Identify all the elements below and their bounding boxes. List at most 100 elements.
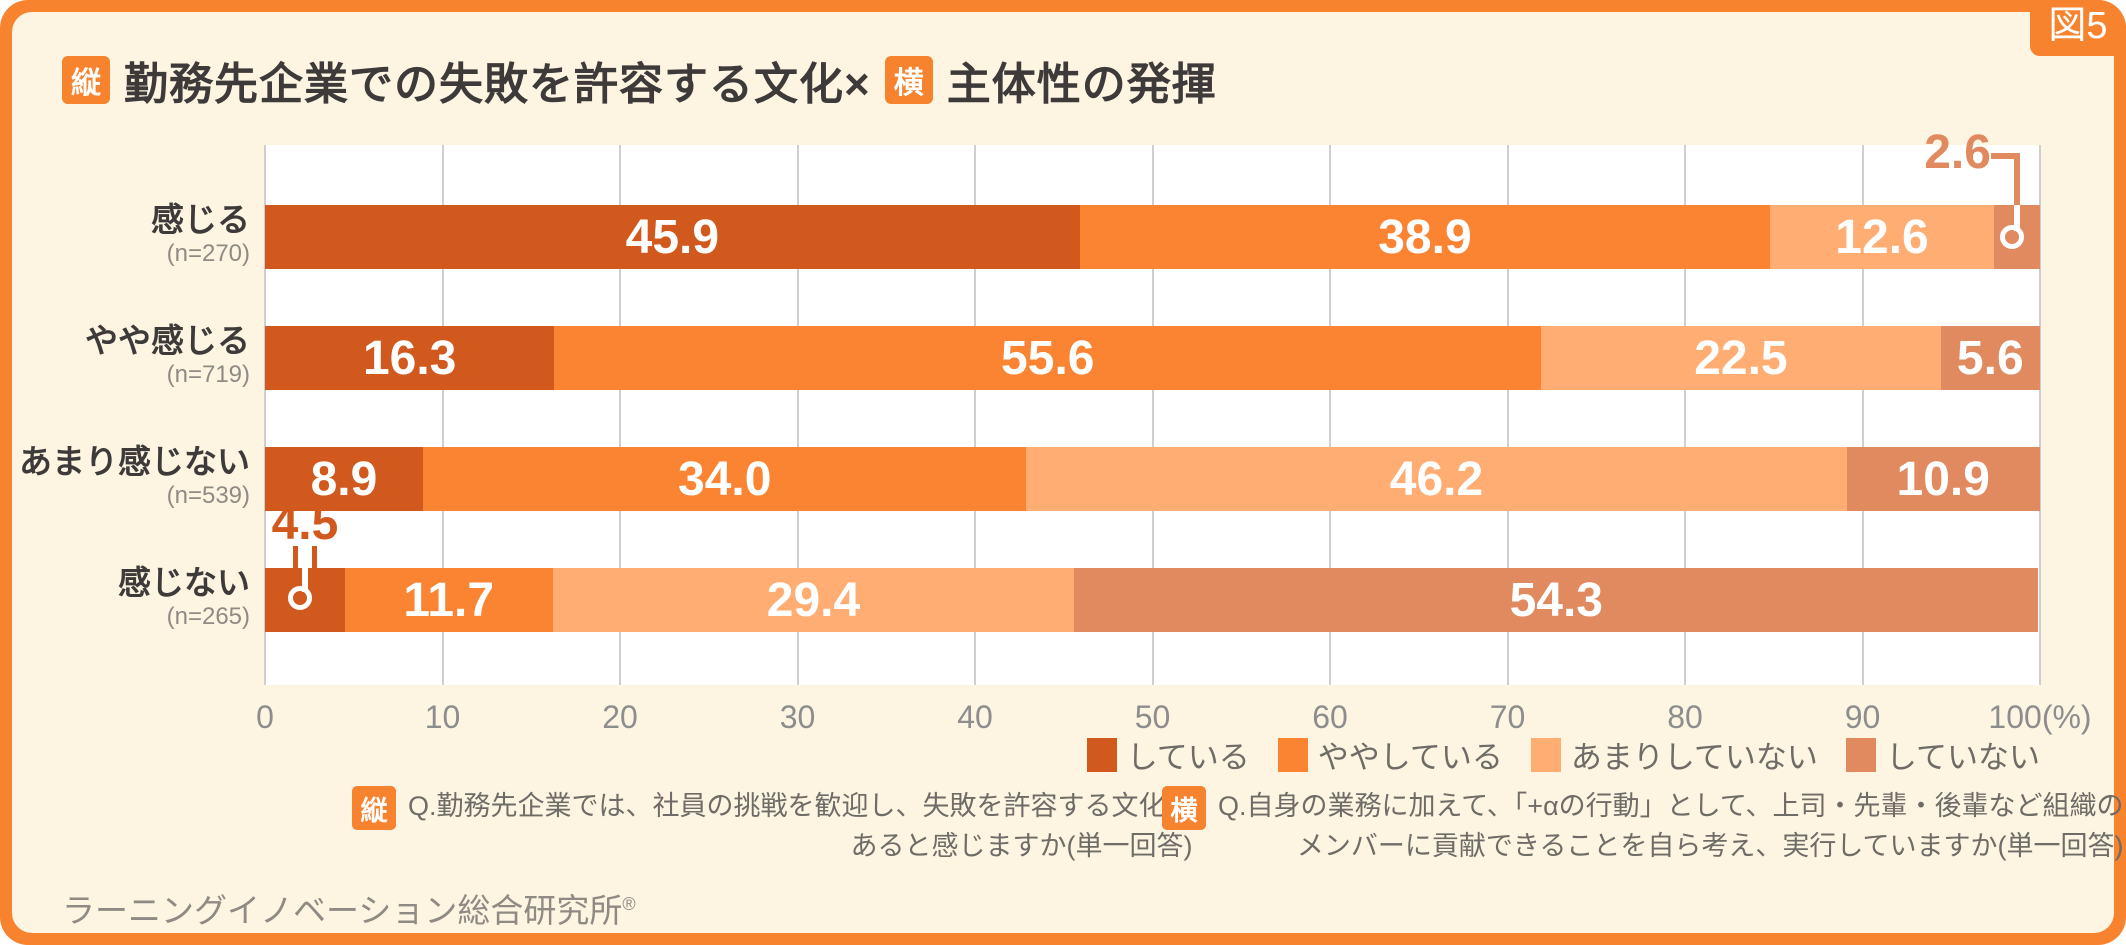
footnote-vertical-text: Q.勤務先企業では、社員の挑戦を歓迎し、失敗を許容する文化が あると感じますか(… [408, 786, 1193, 866]
bar-segment: 12.6 [1770, 205, 1994, 269]
x-gridline [441, 145, 444, 685]
category-n-label: (n=719) [166, 361, 250, 388]
bar-segment: 38.9 [1079, 205, 1771, 269]
legend-label: ややしている [1317, 740, 1503, 775]
x-tick-label: 0 [256, 699, 274, 735]
bar-segment: 11.7 [344, 568, 553, 632]
x-tick-label: 90 [1844, 699, 1881, 735]
legend-swatch [1530, 737, 1561, 772]
category-name: やや感じる [85, 322, 250, 359]
registered-mark: ® [622, 894, 636, 914]
legend-label: していない [1885, 740, 2040, 775]
segment-value-label: 12.6 [1835, 210, 1929, 264]
vertical-axis-badge: 縦 [62, 56, 110, 104]
x-gridline [1506, 145, 1509, 685]
callout-connector [1990, 153, 2020, 159]
x-tick-label: 60 [1312, 699, 1348, 735]
x-tick-label: 30 [779, 699, 816, 735]
x-tick-label: 80 [1667, 699, 1703, 735]
segment-value-label: 45.9 [625, 210, 720, 264]
category-label: 感じる (n=270) [0, 201, 250, 269]
category-n-label: (n=265) [166, 603, 250, 630]
bar-segment: 34.0 [422, 447, 1027, 511]
x-gridline [619, 145, 621, 685]
segment-value-label: 22.5 [1694, 331, 1788, 385]
footnote-horizontal-line2: メンバーに貢献できることを自ら考え、実行していますか(単一回答) [1296, 831, 2124, 861]
callout-value-label: 4.5 [271, 497, 339, 550]
callout-ring [287, 586, 312, 610]
callout-connector [2013, 205, 2020, 231]
bar-segment: 5.6 [1940, 326, 2040, 390]
category-n-label: (n=270) [166, 240, 250, 267]
figure-number-badge: 図5 [2030, 0, 2126, 56]
segment-value-label: 46.2 [1389, 452, 1484, 506]
segment-value-label: 54.3 [1509, 573, 1603, 627]
title-part-2: 主体性の発揮 [946, 60, 1217, 109]
callout-ring [1999, 225, 2024, 249]
bar-segment: 54.3 [1074, 568, 2039, 632]
x-gridline [2039, 145, 2041, 685]
bar-segment: 55.6 [554, 326, 1542, 390]
x-tick-label: 20 [602, 699, 638, 735]
x-tick-label: 70 [1489, 699, 1526, 735]
legend-label: あまりしていない [1570, 740, 1818, 775]
footnote-vertical-badge: 縦 [352, 786, 396, 830]
segment-value-label: 38.9 [1378, 210, 1472, 264]
bar-segment: 16.3 [265, 326, 555, 390]
x-tick-label: 10 [424, 699, 461, 735]
legend-item: あまりしていない [1530, 732, 1818, 777]
footnote-horizontal-line1: Q.自身の業務に加えて、「+αの行動」として、上司・先輩・後輩など組織の [1218, 791, 2124, 821]
category-n-label: (n=539) [166, 482, 250, 509]
category-label: 感じない (n=265) [0, 564, 250, 632]
category-name: 感じない [118, 564, 250, 601]
segment-value-label: 11.7 [403, 573, 495, 627]
bar-segment: 46.2 [1026, 447, 1847, 511]
x-tick-label: 50 [1134, 699, 1171, 735]
segment-value-label: 34.0 [678, 452, 772, 506]
segment-value-label: 10.9 [1896, 452, 1990, 506]
x-gridline [974, 145, 976, 685]
footnote-vertical-line2: あると感じますか(単一回答) [850, 831, 1193, 861]
segment-value-label: 29.4 [766, 573, 861, 627]
bar-segment: 29.4 [552, 568, 1075, 632]
x-gridline [264, 145, 266, 685]
bar-segment: 45.9 [265, 205, 1080, 269]
x-gridline [1684, 145, 1686, 685]
x-gridline [1329, 145, 1331, 685]
callout-connector [2013, 153, 2020, 205]
legend: している ややしている あまりしていない していない [1086, 732, 2040, 777]
footnote-vertical-line1: Q.勤務先企業では、社員の挑戦を歓迎し、失敗を許容する文化が [408, 791, 1193, 821]
legend-label: している [1126, 740, 1250, 775]
footnote-horizontal: 横 Q.自身の業務に加えて、「+αの行動」として、上司・先輩・後輩など組織の メ… [1162, 786, 2124, 866]
segment-value-label: 8.9 [310, 452, 378, 506]
category-label: あまり感じない (n=539) [0, 443, 250, 511]
callout-connector [301, 568, 308, 592]
source-name: ラーニングイノベーション総合研究所 [62, 892, 623, 929]
bar-segment: 10.9 [1846, 447, 2040, 511]
chart-title: 縦 勤務先企業での失敗を許容する文化× 横 主体性の発揮 [62, 48, 1217, 112]
segment-value-label: 5.6 [1956, 331, 2024, 385]
footnote-vertical: 縦 Q.勤務先企業では、社員の挑戦を歓迎し、失敗を許容する文化が あると感じます… [352, 786, 1193, 866]
legend-item: していない [1845, 732, 2040, 777]
x-tick-label: 40 [957, 699, 993, 735]
horizontal-axis-badge: 横 [884, 56, 933, 104]
callout-value-label: 2.6 [1924, 126, 1991, 179]
legend-swatch [1277, 737, 1308, 772]
segment-value-label: 55.6 [1001, 331, 1095, 385]
x-gridline [796, 145, 799, 685]
footnote-horizontal-badge: 横 [1162, 786, 1206, 830]
footnote-horizontal-text: Q.自身の業務に加えて、「+αの行動」として、上司・先輩・後輩など組織の メンバ… [1218, 786, 2124, 866]
category-name: 感じる [151, 201, 250, 238]
legend-item: している [1086, 732, 1250, 777]
x-gridline [1861, 145, 1864, 685]
x-gridline [1151, 145, 1154, 685]
x-tick-label: 100(%) [1988, 699, 2092, 735]
category-label: やや感じる (n=719) [0, 322, 250, 390]
category-name: あまり感じない [19, 443, 250, 480]
legend-swatch [1086, 737, 1117, 772]
title-part-1: 勤務先企業での失敗を許容する文化× [124, 60, 871, 109]
legend-swatch [1845, 737, 1876, 772]
bar-segment: 8.9 [265, 447, 423, 511]
